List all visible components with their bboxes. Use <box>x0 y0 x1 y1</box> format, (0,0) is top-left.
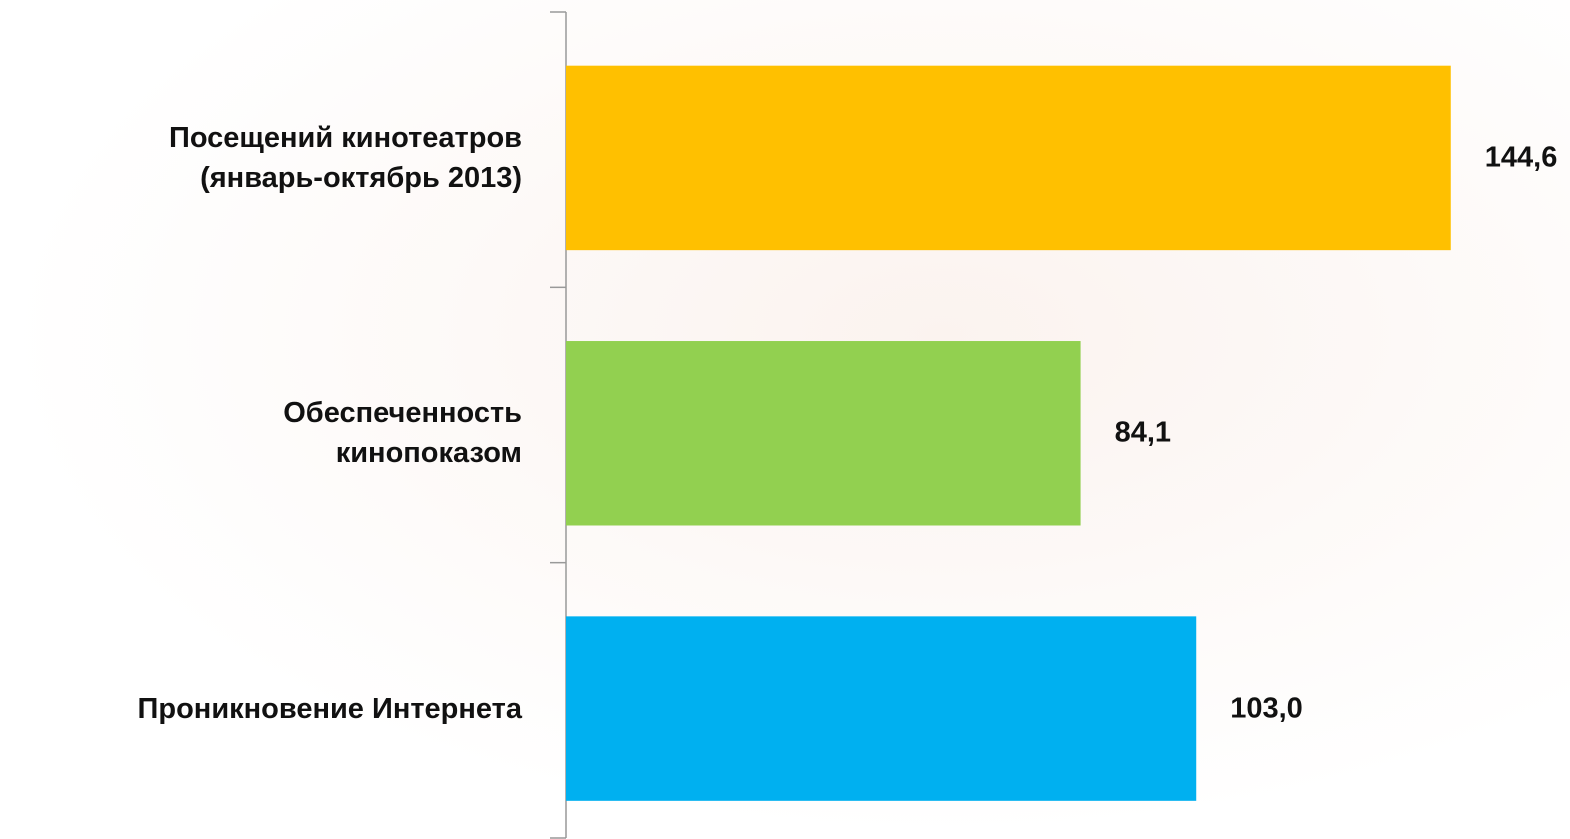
value-label: 144,6 <box>1484 141 1558 174</box>
category-label: Обеспеченность кинопоказом <box>283 397 522 470</box>
category-label: Посещений кинотеатров (январь-октябрь 20… <box>168 121 522 194</box>
value-label: 103,0 <box>1230 692 1303 725</box>
bar <box>566 65 1451 251</box>
category-label: Проникновение Интернета <box>137 692 522 725</box>
value-label: 84,1 <box>1114 416 1172 449</box>
bar <box>566 616 1197 801</box>
bar <box>566 341 1081 526</box>
